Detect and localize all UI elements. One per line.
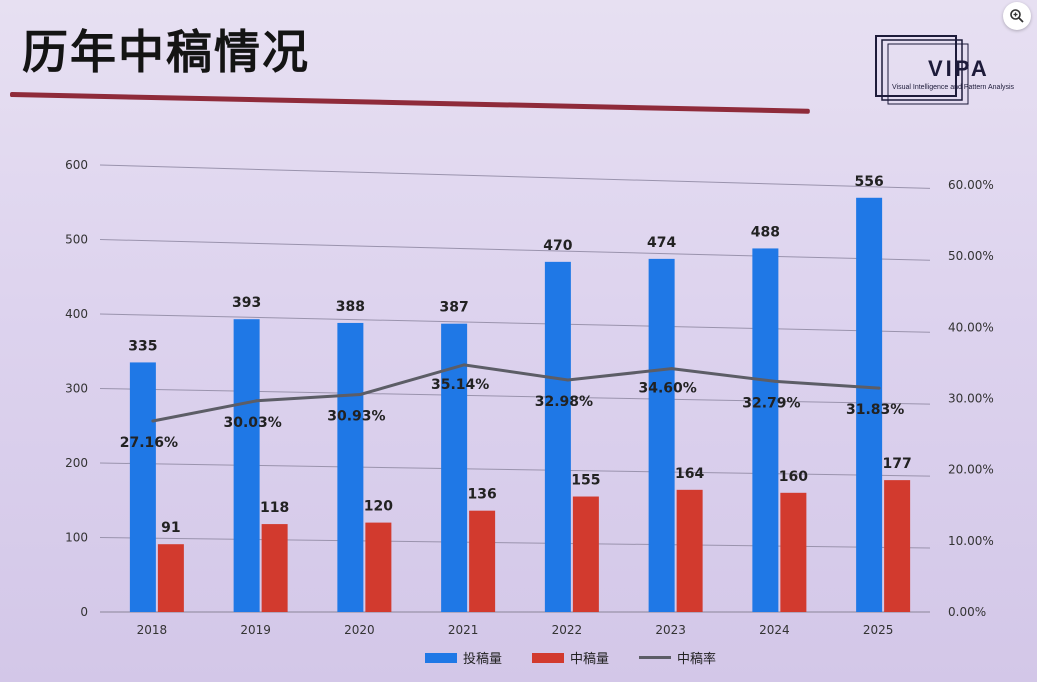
data-label-submissions: 556 xyxy=(855,174,884,190)
y-right-tick-label: 10.00% xyxy=(948,534,994,548)
data-label-submissions: 474 xyxy=(647,235,676,251)
legend-label-rate: 中稿率 xyxy=(677,652,717,667)
x-tick-label: 2019 xyxy=(240,623,271,637)
legend-swatch-rate xyxy=(639,656,672,659)
data-label-accepted: 118 xyxy=(260,500,289,516)
data-label-submissions: 393 xyxy=(232,295,261,311)
point-acceptance-rate xyxy=(255,399,259,403)
logo-subtitle: Visual Intelligence and Pattern Analysis xyxy=(892,84,1015,91)
y-left-tick-label: 100 xyxy=(65,531,88,545)
legend-label-submissions: 投稿量 xyxy=(463,652,503,667)
bar-accepted-2022 xyxy=(572,496,599,612)
bar-submissions-2018 xyxy=(129,362,156,612)
data-label-accepted: 160 xyxy=(779,469,808,485)
legend-label-accepted: 中稿量 xyxy=(570,652,610,667)
y-left-tick-label: 200 xyxy=(65,456,88,470)
data-label-submissions: 387 xyxy=(440,300,469,316)
legend-item-rate: 中稿率 xyxy=(639,648,716,667)
x-tick-label: 2020 xyxy=(344,623,375,637)
bar-accepted-2019 xyxy=(261,524,288,612)
data-label-accepted: 164 xyxy=(675,466,704,482)
data-label-submissions: 488 xyxy=(751,224,780,240)
chart-legend: 投稿量 中稿量 中稿率 xyxy=(425,648,716,667)
y-left-tick-label: 600 xyxy=(65,158,88,172)
bar-accepted-2025 xyxy=(884,480,911,612)
zoom-in-icon[interactable] xyxy=(1003,2,1031,30)
bar-submissions-2024 xyxy=(752,248,779,612)
y-right-tick-label: 30.00% xyxy=(948,392,994,406)
x-tick-label: 2024 xyxy=(759,623,790,637)
x-tick-label: 2023 xyxy=(655,623,686,637)
legend-swatch-accepted xyxy=(532,652,565,663)
data-label-accepted: 177 xyxy=(883,456,912,472)
bar-submissions-2023 xyxy=(648,258,675,612)
data-label-rate: 35.14% xyxy=(431,377,489,393)
bar-submissions-2022 xyxy=(544,261,571,612)
point-acceptance-rate xyxy=(670,367,674,371)
point-acceptance-rate xyxy=(773,379,777,383)
vipa-logo: VIPA Visual Intelligence and Pattern Ana… xyxy=(874,34,1034,114)
point-acceptance-rate xyxy=(566,378,570,382)
data-label-submissions: 388 xyxy=(336,299,365,315)
y-left-tick-label: 300 xyxy=(65,382,88,396)
data-label-accepted: 120 xyxy=(364,499,393,515)
y-right-tick-label: 20.00% xyxy=(948,463,994,477)
data-label-rate: 32.79% xyxy=(742,395,800,411)
data-label-rate: 30.93% xyxy=(327,408,385,424)
data-label-rate: 27.16% xyxy=(120,435,178,451)
bar-submissions-2025 xyxy=(856,197,883,612)
data-label-rate: 32.98% xyxy=(535,394,593,410)
y-right-tick-label: 0.00% xyxy=(948,605,986,619)
point-acceptance-rate xyxy=(358,392,362,396)
x-tick-label: 2025 xyxy=(863,623,894,637)
logo-frame-icon xyxy=(875,35,969,105)
x-tick-label: 2021 xyxy=(448,623,479,637)
bar-accepted-2023 xyxy=(676,489,703,612)
y-right-tick-label: 40.00% xyxy=(948,320,994,334)
slide-title: 历年中稿情况 xyxy=(22,25,310,79)
data-label-accepted: 136 xyxy=(468,487,497,503)
bar-accepted-2020 xyxy=(365,522,392,612)
data-label-accepted: 155 xyxy=(571,473,600,489)
gridline xyxy=(99,313,931,333)
x-tick-label: 2018 xyxy=(137,623,168,637)
bar-submissions-2020 xyxy=(337,322,364,612)
bar-submissions-2021 xyxy=(441,323,468,612)
legend-swatch-submissions xyxy=(425,652,457,663)
gridline xyxy=(99,388,931,405)
legend-item-accepted: 中稿量 xyxy=(532,648,609,667)
gridline xyxy=(99,164,931,189)
point-acceptance-rate xyxy=(462,363,466,367)
data-label-accepted: 91 xyxy=(161,520,180,536)
gridline xyxy=(99,239,931,261)
y-left-tick-label: 0 xyxy=(80,605,88,619)
x-tick-label: 2022 xyxy=(552,623,583,637)
y-left-tick-label: 400 xyxy=(65,307,88,321)
bar-submissions-2019 xyxy=(233,319,260,612)
bar-accepted-2024 xyxy=(780,492,807,612)
y-right-tick-label: 60.00% xyxy=(948,178,994,192)
magnifier-icon xyxy=(1010,9,1024,23)
line-acceptance-rate xyxy=(152,363,880,423)
data-label-rate: 31.83% xyxy=(846,402,904,418)
data-label-submissions: 470 xyxy=(543,238,572,254)
data-label-submissions: 335 xyxy=(128,338,157,354)
logo-text: VIPA xyxy=(928,56,990,81)
bar-accepted-2018 xyxy=(157,544,184,612)
data-label-rate: 30.03% xyxy=(223,415,281,431)
point-acceptance-rate xyxy=(151,419,155,423)
y-left-tick-label: 500 xyxy=(65,233,88,247)
bar-accepted-2021 xyxy=(469,510,496,612)
y-right-tick-label: 50.00% xyxy=(948,249,994,263)
data-label-rate: 34.60% xyxy=(638,381,696,397)
legend-item-submissions: 投稿量 xyxy=(425,648,502,667)
point-acceptance-rate xyxy=(877,386,881,390)
